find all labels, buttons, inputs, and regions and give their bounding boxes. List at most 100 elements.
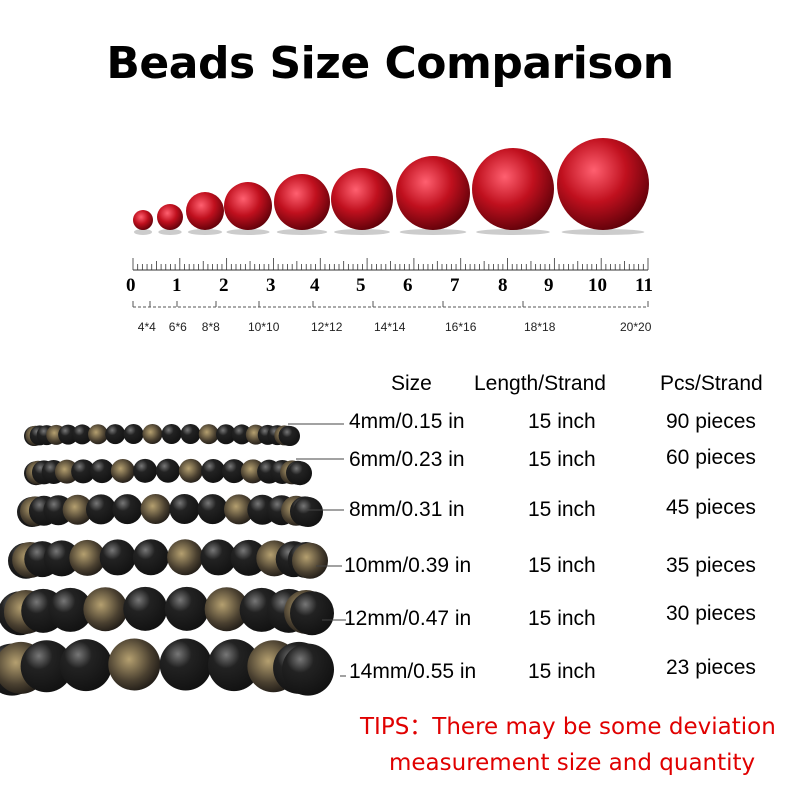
bead-shadow <box>399 229 467 235</box>
ruler-size-label: 16*16 <box>445 320 477 334</box>
cell-size: 10mm/0.39 in <box>344 554 472 577</box>
ruler-number: 2 <box>219 275 229 296</box>
obsidian-bead <box>164 586 209 631</box>
ruler-number: 10 <box>588 275 607 296</box>
obsidian-bead <box>83 587 128 632</box>
bead-shadow <box>226 229 270 235</box>
obsidian-bead <box>201 458 226 483</box>
obsidian-bead <box>90 459 114 484</box>
tips-line-1: TIPS：There may be some deviation <box>360 714 776 740</box>
ruler-size-label: 18*18 <box>524 320 556 334</box>
bead-shadow <box>158 229 182 235</box>
obsidian-bead <box>216 424 236 445</box>
cell-length: 15 inch <box>528 410 596 433</box>
obsidian-bead <box>197 494 228 525</box>
bead-shadow <box>561 229 645 235</box>
ruler-number: 5 <box>356 275 366 296</box>
ruler-number: 6 <box>403 275 413 296</box>
obsidian-bead <box>282 643 334 696</box>
header-size: Size <box>391 372 432 395</box>
ruler-size-label: 12*12 <box>311 320 343 334</box>
ruler-number: 9 <box>544 275 554 296</box>
cell-pcs: 30 pieces <box>666 602 756 625</box>
red-bead <box>557 138 649 230</box>
header-length: Length/Strand <box>474 372 606 395</box>
bead-shadow <box>476 229 550 235</box>
obsidian-bead <box>204 587 249 632</box>
ruler-size-label: 6*6 <box>168 320 187 334</box>
obsidian-bead <box>208 639 260 692</box>
obsidian-bead <box>69 539 106 576</box>
red-bead <box>186 192 224 230</box>
obsidian-bead <box>200 539 237 576</box>
ruler-number: 1 <box>172 275 182 296</box>
ruler-number: 11 <box>635 275 653 296</box>
cell-size: 14mm/0.55 in <box>349 660 477 683</box>
red-bead <box>157 204 183 230</box>
obsidian-bead <box>169 494 200 525</box>
obsidian-bead <box>180 424 201 445</box>
ruler-number: 7 <box>450 275 460 296</box>
ruler-size-label: 14*14 <box>374 320 406 334</box>
ruler-size-label: 4*4 <box>137 320 156 334</box>
obsidian-bead <box>132 539 169 576</box>
red-bead <box>224 182 272 230</box>
ruler-number: 4 <box>310 275 320 296</box>
obsidian-bead <box>20 640 73 693</box>
obsidian-bead <box>72 424 93 445</box>
obsidian-bead <box>48 587 93 632</box>
obsidian-bead <box>43 540 80 577</box>
obsidian-bead <box>231 424 252 445</box>
obsidian-bead <box>123 424 144 445</box>
obsidian-bead <box>110 458 135 483</box>
cell-size: 4mm/0.15 in <box>349 410 465 433</box>
obsidian-bead <box>288 461 312 486</box>
ruler-number: 8 <box>498 275 508 296</box>
obsidian-bead <box>123 586 168 631</box>
cell-pcs: 23 pieces <box>666 656 756 679</box>
ruler-number: 0 <box>126 275 136 296</box>
red-bead <box>274 174 330 230</box>
obsidian-bead <box>86 494 116 525</box>
obsidian-bead <box>156 458 180 483</box>
cell-size: 8mm/0.31 in <box>349 498 465 521</box>
obsidian-bead <box>60 639 112 692</box>
bead-shadow <box>276 229 328 235</box>
red-bead <box>396 156 470 230</box>
cell-pcs: 60 pieces <box>666 446 756 469</box>
obsidian-bead <box>161 424 182 445</box>
cell-length: 15 inch <box>528 607 596 630</box>
obsidian-bead <box>71 459 96 484</box>
ruler-size-label: 8*8 <box>201 320 220 334</box>
obsidian-bead <box>133 458 158 483</box>
obsidian-bead <box>58 424 79 445</box>
cell-length: 15 inch <box>528 660 596 683</box>
obsidian-bead <box>290 591 334 636</box>
page-title: Beads Size Comparison <box>106 38 674 89</box>
ruler-size-label: 10*10 <box>248 320 280 334</box>
obsidian-bead <box>140 494 171 525</box>
obsidian-bead <box>62 494 93 525</box>
obsidian-bead <box>230 539 267 576</box>
obsidian-bead <box>198 424 219 445</box>
obsidian-bead <box>222 459 246 484</box>
cell-pcs: 35 pieces <box>666 554 756 577</box>
cell-size: 6mm/0.23 in <box>349 448 465 471</box>
cell-pcs: 45 pieces <box>666 496 756 519</box>
red-bead <box>472 148 554 230</box>
header-pcs: Pcs/Strand <box>660 372 763 395</box>
ruler-number: 3 <box>266 275 276 296</box>
cell-length: 15 inch <box>528 498 596 521</box>
obsidian-bead <box>88 424 108 445</box>
obsidian-bead <box>99 539 136 576</box>
ruler-size-label: 20*20 <box>620 320 652 334</box>
obsidian-bead <box>159 638 212 691</box>
cell-length: 15 inch <box>528 448 596 471</box>
cell-size: 12mm/0.47 in <box>344 607 472 630</box>
bead-shadow <box>187 229 223 235</box>
red-bead <box>133 210 153 230</box>
obsidian-bead <box>142 424 163 445</box>
obsidian-bead <box>112 494 143 525</box>
obsidian-bead <box>224 494 254 525</box>
